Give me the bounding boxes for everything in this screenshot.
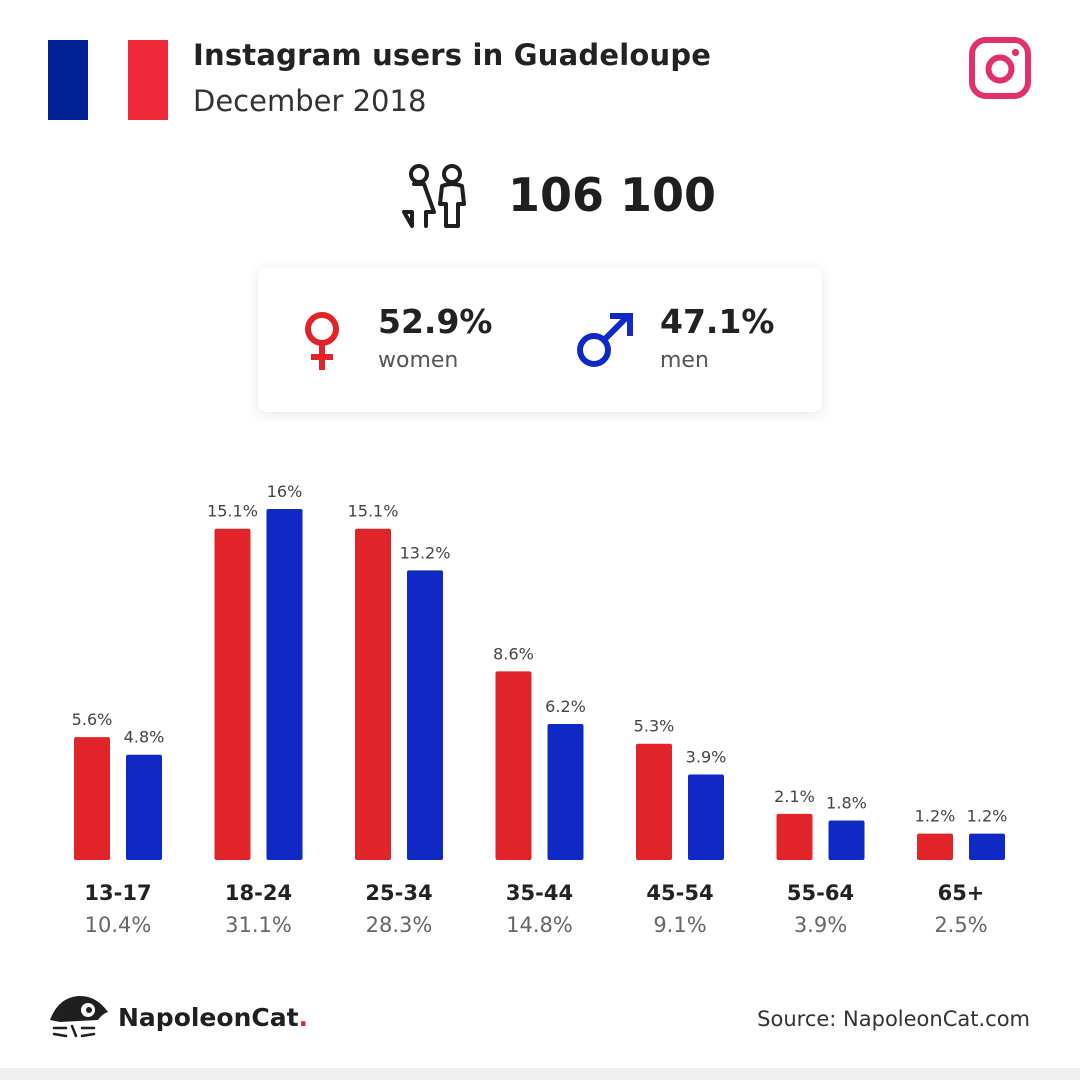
bar-value-label: 1.2%: [915, 807, 956, 826]
category-label: 13-17: [84, 881, 151, 905]
gender-split-card: 52.9% women 47.1% men: [258, 268, 822, 412]
category-total-label: 3.9%: [794, 913, 847, 937]
bar-18-24-series-1: [214, 528, 251, 860]
category-total-label: 10.4%: [85, 913, 152, 937]
bar-value-label: 6.2%: [545, 697, 586, 716]
age-gender-bar-chart: 5.6% 4.8% 13-17 10.4% 15.1% 16% 18-24 31.1% 15.1…: [0, 440, 1080, 960]
category-total-label: 2.5%: [934, 913, 987, 937]
brand-name-text: NapoleonCat: [118, 1003, 299, 1032]
brand-name: NapoleonCat.: [118, 1003, 308, 1032]
france-flag: [48, 40, 168, 120]
bar-value-label: 5.3%: [634, 717, 675, 736]
bar-value-label: 15.1%: [207, 502, 258, 521]
bar-value-label: 16%: [267, 482, 303, 501]
category-label: 55-64: [787, 881, 854, 905]
bar-35-44-series-1: [495, 671, 532, 860]
category-total-label: 31.1%: [225, 913, 292, 937]
flag-stripe-white: [88, 40, 128, 120]
bar-value-label: 13.2%: [400, 543, 451, 562]
category-total-label: 28.3%: [366, 913, 433, 937]
bar-13-17-series-2: [126, 754, 162, 860]
category-total-label: 9.1%: [653, 913, 706, 937]
total-users-value: 106 100: [508, 168, 717, 222]
bar-18-24-series-2: [266, 509, 303, 860]
men-percentage: 47.1%: [660, 302, 775, 341]
bar-13-17-series-1: [74, 737, 110, 860]
brand-dot: .: [298, 1003, 309, 1032]
bar-value-label: 2.1%: [774, 787, 815, 806]
category-label: 45-54: [646, 881, 713, 905]
bar-value-label: 4.8%: [124, 728, 165, 747]
flag-stripe-blue: [48, 40, 88, 120]
bar-65+-series-1: [917, 833, 953, 860]
bottom-strip: [0, 1068, 1080, 1080]
women-label: women: [378, 348, 459, 373]
bar-value-label: 1.2%: [967, 807, 1008, 826]
bar-65+-series-2: [969, 833, 1005, 860]
women-percentage: 52.9%: [378, 302, 493, 341]
bar-value-label: 3.9%: [686, 747, 727, 766]
female-symbol-icon: [305, 312, 339, 370]
chart-canvas: 5.6% 4.8% 13-17 10.4% 15.1% 16% 18-24 31.1% 15.1…: [72, 482, 1008, 937]
men-label: men: [660, 348, 709, 373]
bar-55-64-series-2: [828, 820, 865, 860]
people-icon: [402, 164, 466, 228]
bar-25-34-series-2: [407, 570, 443, 860]
category-label: 18-24: [225, 881, 292, 905]
page-title: Instagram users in Guadeloupe: [193, 38, 712, 72]
bar-25-34-series-1: [355, 528, 391, 860]
bar-value-label: 8.6%: [493, 644, 534, 663]
bar-45-54-series-2: [688, 774, 724, 860]
category-label: 35-44: [506, 881, 573, 905]
category-label: 25-34: [365, 881, 432, 905]
bar-value-label: 1.8%: [826, 794, 867, 813]
male-symbol-icon: [577, 313, 633, 367]
category-label: 65+: [938, 881, 985, 905]
bar-value-label: 15.1%: [348, 502, 399, 521]
flag-stripe-red: [128, 40, 168, 120]
bar-value-label: 5.6%: [72, 710, 113, 729]
napoleoncat-logo-icon: [50, 995, 108, 1038]
instagram-icon: [969, 37, 1031, 99]
bar-35-44-series-2: [547, 723, 584, 860]
category-total-label: 14.8%: [506, 913, 573, 937]
bar-55-64-series-1: [776, 813, 813, 860]
bar-45-54-series-1: [636, 743, 672, 860]
page-subtitle: December 2018: [193, 84, 427, 118]
source-credit: Source: NapoleonCat.com: [757, 1007, 1030, 1031]
